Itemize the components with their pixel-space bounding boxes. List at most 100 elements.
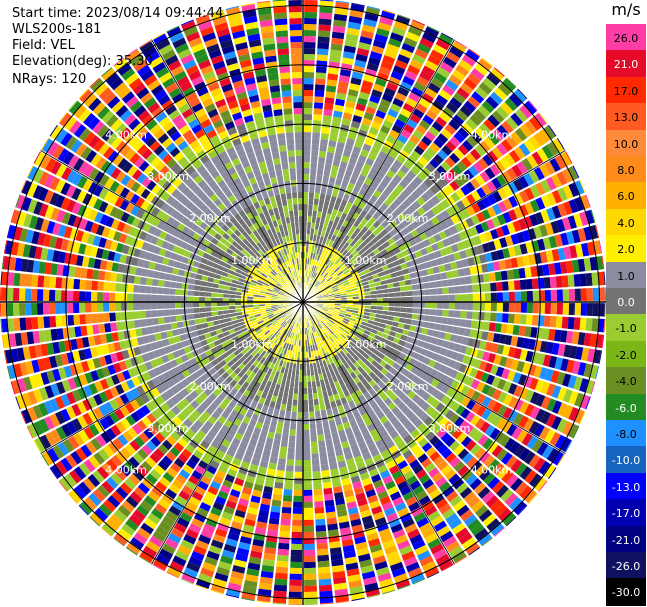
- range-gate: [314, 273, 319, 280]
- range-gate: [361, 117, 372, 127]
- range-gate: [43, 357, 52, 370]
- range-gate: [245, 252, 253, 259]
- range-gate: [312, 234, 317, 242]
- range-gate: [63, 365, 73, 378]
- range-gate: [114, 468, 127, 481]
- range-gate: [289, 259, 294, 266]
- range-gate: [382, 9, 396, 15]
- range-gate: [319, 328, 324, 335]
- range-gate: [75, 229, 84, 242]
- range-gate: [573, 376, 583, 391]
- range-gate: [229, 443, 239, 452]
- range-gate: [157, 279, 165, 287]
- range-gate: [351, 338, 358, 345]
- range-gate: [54, 237, 64, 250]
- range-gate: [315, 78, 326, 86]
- range-gate: [289, 567, 302, 574]
- range-gate: [535, 408, 546, 422]
- range-gate: [261, 315, 269, 320]
- range-gate: [289, 18, 302, 25]
- range-gate: [275, 252, 281, 259]
- range-gate: [425, 446, 437, 457]
- range-gate: [195, 368, 205, 377]
- range-gate: [303, 210, 308, 217]
- range-gate: [163, 309, 170, 317]
- range-gate: [32, 260, 41, 274]
- range-gate: [571, 331, 580, 345]
- range-gate: [291, 332, 295, 339]
- range-gate: [424, 60, 439, 72]
- range-gate: [244, 518, 256, 527]
- range-gate: [304, 597, 318, 604]
- range-gate: [411, 375, 421, 384]
- range-gate: [325, 402, 332, 410]
- range-gate: [144, 343, 153, 353]
- range-gate: [305, 252, 309, 259]
- range-gate: [257, 7, 272, 16]
- range-gate: [149, 56, 164, 69]
- range-gate: [327, 337, 333, 344]
- range-gate: [246, 568, 260, 577]
- range-gate: [236, 255, 243, 262]
- range-gate: [368, 371, 377, 380]
- range-gate: [222, 330, 230, 337]
- range-gate: [456, 504, 470, 517]
- range-gate: [275, 258, 281, 266]
- range-gate: [542, 354, 552, 367]
- range-gate: [228, 255, 236, 262]
- range-gate: [44, 262, 52, 275]
- range-gate: [247, 293, 254, 297]
- range-gate: [194, 386, 204, 396]
- range-gate: [272, 344, 278, 351]
- range-gate: [502, 345, 511, 357]
- range-gate: [67, 154, 80, 169]
- range-gate: [67, 314, 75, 326]
- range-gate: [303, 114, 313, 121]
- range-gate: [220, 170, 230, 180]
- range-gate: [175, 98, 188, 109]
- range-gate: [225, 94, 237, 104]
- range-gate: [65, 406, 77, 420]
- range-gate: [215, 145, 226, 155]
- range-gate: [423, 315, 431, 322]
- range-gate: [380, 10, 396, 21]
- range-gate: [375, 439, 385, 448]
- range-gate: [475, 418, 486, 430]
- range-gate: [210, 539, 224, 549]
- range-gate: [244, 146, 254, 155]
- range-gate: [358, 154, 367, 163]
- range-gate: [281, 277, 287, 283]
- range-gate: [264, 223, 271, 231]
- range-gate: [349, 357, 357, 364]
- range-gate: [544, 302, 551, 314]
- range-gate: [453, 500, 466, 512]
- range-gate: [403, 341, 412, 349]
- range-gate: [293, 393, 298, 400]
- range-gate: [291, 411, 297, 418]
- range-gate: [313, 483, 322, 490]
- range-gate: [198, 20, 213, 31]
- range-gate: [326, 371, 332, 378]
- range-gate: [317, 323, 322, 329]
- range-gate: [251, 322, 259, 328]
- range-gate: [565, 330, 574, 344]
- range-gate: [316, 361, 321, 369]
- range-gate: [297, 198, 303, 205]
- range-gate: [121, 244, 130, 255]
- range-gate: [286, 374, 292, 381]
- range-gate: [492, 401, 503, 414]
- range-gate: [10, 348, 20, 363]
- range-gate: [445, 540, 460, 553]
- range-gate: [261, 286, 268, 291]
- range-gate: [571, 360, 581, 375]
- range-gate: [274, 286, 281, 291]
- range-gate: [292, 320, 296, 327]
- range-gate: [369, 51, 383, 61]
- range-gate: [180, 539, 194, 551]
- range-gate: [210, 439, 221, 449]
- range-gate: [177, 453, 189, 464]
- range-gate: [445, 387, 456, 398]
- range-gate: [194, 218, 204, 227]
- range-gate: [193, 313, 201, 319]
- range-gate: [324, 433, 332, 441]
